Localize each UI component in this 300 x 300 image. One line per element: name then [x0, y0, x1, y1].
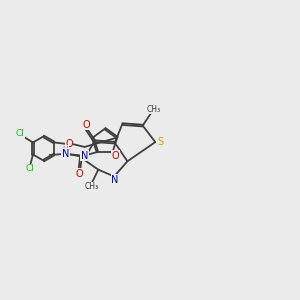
Text: S: S [157, 137, 163, 147]
Text: O: O [112, 151, 119, 160]
Text: H: H [62, 146, 68, 155]
Text: O: O [76, 169, 83, 179]
Text: N: N [61, 149, 69, 159]
Text: Cl: Cl [16, 129, 25, 138]
Text: N: N [81, 151, 88, 160]
Text: Cl: Cl [26, 164, 34, 173]
Text: CH₃: CH₃ [85, 182, 99, 191]
Text: O: O [65, 139, 73, 149]
Text: N: N [111, 175, 118, 185]
Text: CH₃: CH₃ [146, 105, 161, 114]
Text: O: O [82, 120, 90, 130]
